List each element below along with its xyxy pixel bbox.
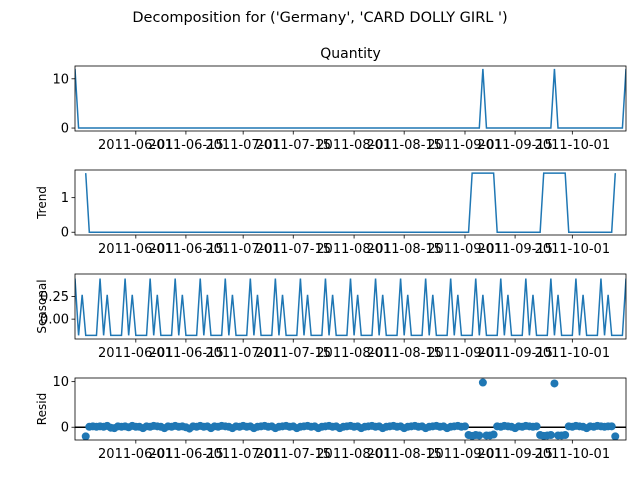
x-tick-label: 2011-08-01 xyxy=(316,242,392,257)
y-tick-label: 0 xyxy=(61,226,69,241)
axes-frame xyxy=(74,273,627,340)
plot-area xyxy=(75,68,626,129)
x-tick-label: 2011-07-01 xyxy=(205,242,281,257)
resid-point xyxy=(607,422,616,431)
y-tick-label: 0.00 xyxy=(40,313,69,328)
resid-point xyxy=(550,379,559,388)
x-tick-label: 2011-10-01 xyxy=(535,447,611,462)
x-tick-label: 2011-08-15 xyxy=(366,447,442,462)
panel-2: Seasonal0.000.252011-06-012011-06-152011… xyxy=(35,273,627,361)
plot-area xyxy=(75,278,626,337)
x-tick-label: 2011-07-15 xyxy=(255,346,331,361)
x-tick-label: 2011-06-01 xyxy=(98,447,174,462)
x-tick-label: 2011-09-15 xyxy=(477,346,553,361)
x-tick-label: 2011-08-01 xyxy=(316,346,392,361)
x-tick-label: 2011-06-15 xyxy=(148,138,224,153)
axes-frame xyxy=(74,377,627,441)
panel-title: Quantity xyxy=(320,46,381,62)
y-tick-label: 10 xyxy=(52,375,69,390)
y-axis-label: Trend xyxy=(35,186,49,220)
x-tick-label: 2011-06-01 xyxy=(98,346,174,361)
axes-frame xyxy=(74,65,627,132)
x-tick-label: 2011-08-01 xyxy=(316,138,392,153)
y-tick-label: 0 xyxy=(61,421,69,436)
x-tick-label: 2011-08-15 xyxy=(366,346,442,361)
y-tick-label: 0.25 xyxy=(40,290,69,305)
x-tick-label: 2011-08-15 xyxy=(366,242,442,257)
x-tick-label: 2011-10-01 xyxy=(535,346,611,361)
series-line xyxy=(75,278,626,337)
x-tick-label: 2011-09-01 xyxy=(427,138,503,153)
panel-1: Trend012011-06-012011-06-152011-07-01201… xyxy=(35,169,627,257)
x-tick-label: 2011-10-01 xyxy=(535,242,611,257)
x-tick-label: 2011-06-15 xyxy=(148,346,224,361)
y-axis-label: Seasonal xyxy=(35,279,49,333)
x-tick-label: 2011-06-01 xyxy=(98,138,174,153)
x-tick-label: 2011-07-15 xyxy=(255,447,331,462)
series-line xyxy=(84,172,617,233)
x-tick-label: 2011-06-15 xyxy=(148,242,224,257)
resid-point xyxy=(475,431,484,440)
x-tick-label: 2011-06-15 xyxy=(148,447,224,462)
y-tick-label: 1 xyxy=(61,191,69,206)
resid-point xyxy=(460,422,469,431)
x-tick-label: 2011-09-15 xyxy=(477,138,553,153)
x-tick-label: 2011-07-01 xyxy=(205,447,281,462)
axes-frame xyxy=(74,169,627,236)
x-tick-label: 2011-09-15 xyxy=(477,447,553,462)
resid-point xyxy=(546,430,555,439)
x-tick-label: 2011-07-15 xyxy=(255,242,331,257)
x-tick-label: 2011-08-01 xyxy=(316,447,392,462)
x-tick-label: 2011-07-15 xyxy=(255,138,331,153)
resid-point xyxy=(489,430,498,439)
x-tick-label: 2011-07-01 xyxy=(205,346,281,361)
x-tick-label: 2011-09-01 xyxy=(427,346,503,361)
plot-area xyxy=(84,172,617,233)
y-axis-label: Resid xyxy=(35,393,49,425)
y-tick-label: 0 xyxy=(61,122,69,137)
x-tick-label: 2011-06-01 xyxy=(98,242,174,257)
figure-suptitle: Decomposition for ('Germany', 'CARD DOLL… xyxy=(132,10,507,26)
x-tick-label: 2011-09-15 xyxy=(477,242,553,257)
y-tick-label: 10 xyxy=(52,72,69,87)
series-line xyxy=(75,68,626,129)
resid-point xyxy=(81,432,90,440)
x-tick-label: 2011-10-01 xyxy=(535,138,611,153)
resid-point xyxy=(478,378,487,387)
plot-area xyxy=(75,378,626,440)
x-tick-label: 2011-09-01 xyxy=(427,242,503,257)
panel-0: Quantity 0 10 2011-06-012011-06-152011-07-0… xyxy=(52,46,627,153)
resid-point xyxy=(561,430,570,439)
resid-point xyxy=(532,422,541,431)
panel-3: Resid0102011-06-012011-06-152011-07-0120… xyxy=(35,375,627,462)
x-tick-label: 2011-09-01 xyxy=(427,447,503,462)
x-tick-label: 2011-07-01 xyxy=(205,138,281,153)
resid-point xyxy=(611,432,620,440)
x-tick-label: 2011-08-15 xyxy=(366,138,442,153)
